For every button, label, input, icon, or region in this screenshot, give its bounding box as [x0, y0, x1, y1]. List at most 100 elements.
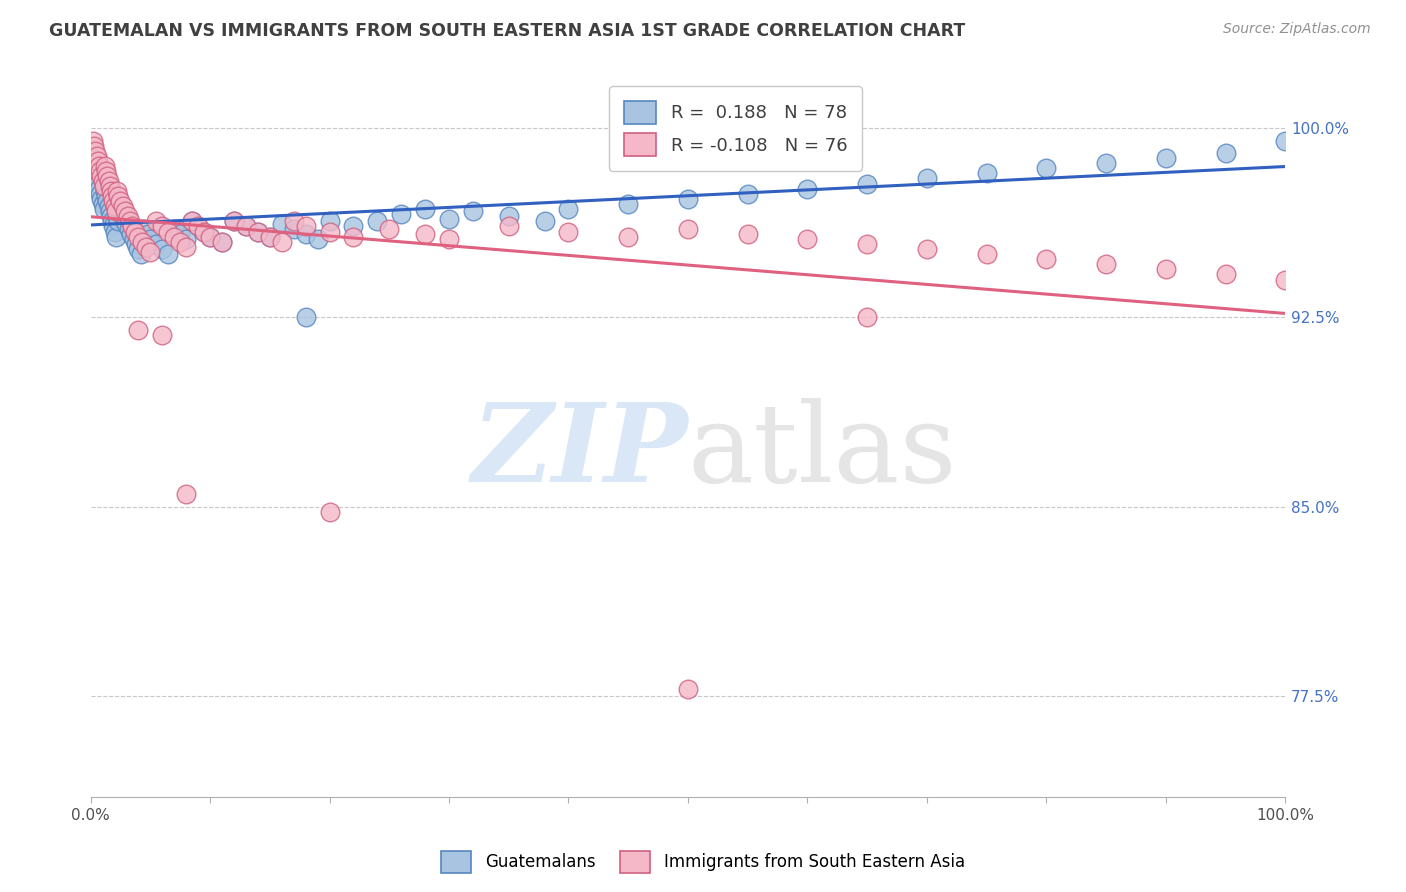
Point	[856, 237, 879, 252]
Point	[117, 210, 139, 224]
Point	[270, 217, 292, 231]
Point	[131, 235, 153, 249]
Point	[856, 177, 879, 191]
Point	[139, 232, 162, 246]
Point	[437, 211, 460, 226]
Point	[557, 202, 579, 216]
Point	[1154, 151, 1177, 165]
Point	[1095, 156, 1118, 170]
Point	[413, 227, 436, 241]
Point	[104, 229, 127, 244]
Point	[127, 323, 149, 337]
Point	[856, 310, 879, 325]
Point	[737, 227, 759, 241]
Point	[139, 244, 162, 259]
Point	[181, 214, 204, 228]
Point	[112, 211, 135, 226]
Point	[378, 222, 401, 236]
Point	[461, 204, 484, 219]
Point	[187, 219, 209, 234]
Point	[115, 217, 138, 231]
Point	[1274, 134, 1296, 148]
Text: Source: ZipAtlas.com: Source: ZipAtlas.com	[1223, 22, 1371, 37]
Point	[163, 222, 186, 236]
Point	[498, 219, 520, 234]
Point	[96, 169, 118, 183]
Point	[87, 153, 110, 168]
Point	[136, 227, 159, 241]
Point	[1035, 161, 1057, 176]
Point	[145, 237, 167, 252]
Point	[89, 164, 111, 178]
Point	[101, 214, 124, 228]
Point	[187, 219, 209, 234]
Point	[91, 196, 114, 211]
Point	[796, 232, 818, 246]
Point	[737, 186, 759, 201]
Point	[157, 225, 180, 239]
Point	[976, 247, 998, 261]
Point	[87, 181, 110, 195]
Point	[103, 199, 125, 213]
Text: GUATEMALAN VS IMMIGRANTS FROM SOUTH EASTERN ASIA 1ST GRADE CORRELATION CHART: GUATEMALAN VS IMMIGRANTS FROM SOUTH EAST…	[49, 22, 966, 40]
Point	[84, 144, 107, 158]
Point	[413, 202, 436, 216]
Point	[157, 247, 180, 261]
Point	[222, 214, 245, 228]
Point	[93, 179, 115, 194]
Point	[122, 232, 145, 246]
Point	[94, 184, 117, 198]
Point	[389, 207, 412, 221]
Point	[915, 242, 938, 256]
Point	[94, 189, 117, 203]
Point	[198, 229, 221, 244]
Point	[103, 225, 125, 239]
Point	[91, 174, 114, 188]
Point	[557, 225, 579, 239]
Point	[318, 214, 340, 228]
Point	[174, 232, 197, 246]
Point	[104, 204, 127, 219]
Point	[169, 235, 191, 249]
Point	[111, 202, 134, 216]
Point	[366, 214, 388, 228]
Point	[105, 210, 128, 224]
Point	[110, 196, 132, 211]
Point	[676, 681, 699, 696]
Point	[129, 247, 152, 261]
Point	[437, 232, 460, 246]
Point	[94, 159, 117, 173]
Point	[1095, 257, 1118, 271]
Point	[198, 229, 221, 244]
Point	[294, 227, 316, 241]
Point	[103, 219, 125, 234]
Point	[270, 235, 292, 249]
Point	[89, 186, 111, 201]
Point	[111, 207, 134, 221]
Point	[342, 229, 364, 244]
Point	[318, 505, 340, 519]
Point	[1035, 252, 1057, 267]
Legend: R =  0.188   N = 78, R = -0.108   N = 76: R = 0.188 N = 78, R = -0.108 N = 76	[609, 87, 862, 170]
Point	[118, 222, 141, 236]
Text: ZIP: ZIP	[471, 398, 688, 506]
Point	[676, 222, 699, 236]
Point	[498, 210, 520, 224]
Point	[111, 199, 134, 213]
Point	[150, 328, 173, 343]
Point	[107, 214, 129, 228]
Point	[193, 225, 215, 239]
Point	[90, 192, 112, 206]
Point	[283, 222, 305, 236]
Point	[222, 214, 245, 228]
Point	[617, 196, 640, 211]
Point	[617, 229, 640, 244]
Point	[83, 138, 105, 153]
Point	[1215, 268, 1237, 282]
Point	[94, 164, 117, 178]
Point	[211, 235, 233, 249]
Point	[100, 184, 122, 198]
Point	[120, 227, 142, 241]
Point	[110, 194, 132, 209]
Point	[294, 310, 316, 325]
